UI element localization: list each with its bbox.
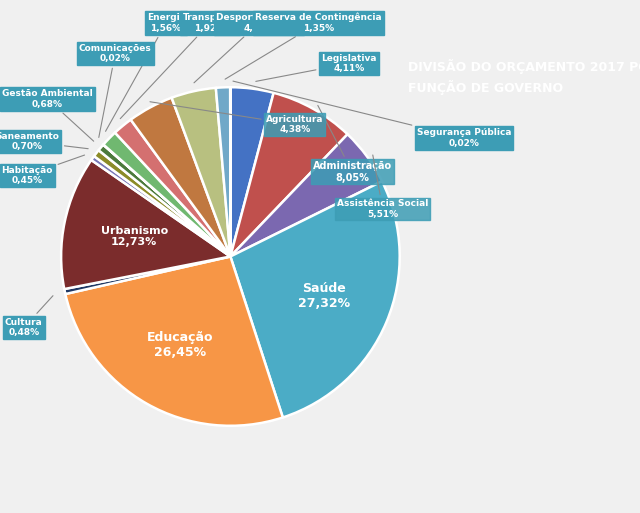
Wedge shape <box>131 98 230 256</box>
Text: Transporte
1,92%: Transporte 1,92% <box>120 13 237 119</box>
Text: Cultura
0,48%: Cultura 0,48% <box>5 295 53 338</box>
Wedge shape <box>61 160 230 289</box>
Text: Urbanismo
12,73%: Urbanismo 12,73% <box>100 226 168 247</box>
Text: Educação
26,45%: Educação 26,45% <box>147 331 214 359</box>
Text: Assistência Social
5,51%: Assistência Social 5,51% <box>337 155 428 219</box>
Wedge shape <box>172 88 230 256</box>
Text: Agricultura
4,38%: Agricultura 4,38% <box>150 102 323 134</box>
Wedge shape <box>94 150 230 256</box>
Wedge shape <box>230 87 274 256</box>
Wedge shape <box>216 87 230 256</box>
Wedge shape <box>230 134 382 256</box>
Wedge shape <box>104 133 230 256</box>
Text: Saúde
27,32%: Saúde 27,32% <box>298 282 350 310</box>
Wedge shape <box>230 181 400 418</box>
Text: Saneamento
0,70%: Saneamento 0,70% <box>0 132 88 151</box>
Wedge shape <box>103 145 230 256</box>
Wedge shape <box>65 256 283 426</box>
Wedge shape <box>92 156 230 256</box>
Text: DIVISÃO DO ORÇAMENTO 2017 POR
FUNÇÃO DE GOVERNO: DIVISÃO DO ORÇAMENTO 2017 POR FUNÇÃO DE … <box>408 60 640 95</box>
Wedge shape <box>99 145 230 256</box>
Text: Energia
1,56%: Energia 1,56% <box>106 13 186 131</box>
Text: Legislativa
4,11%: Legislativa 4,11% <box>256 54 377 82</box>
Text: Reserva de Contingência
1,35%: Reserva de Contingência 1,35% <box>225 13 381 79</box>
Text: Segurança Pública
0,02%: Segurança Pública 0,02% <box>233 81 511 148</box>
Wedge shape <box>64 256 230 294</box>
Text: Comunicações
0,02%: Comunicações 0,02% <box>79 44 152 137</box>
Wedge shape <box>230 93 348 256</box>
Wedge shape <box>115 120 230 256</box>
Text: Gestão Ambiental
0,68%: Gestão Ambiental 0,68% <box>2 89 93 141</box>
Text: Habitação
0,45%: Habitação 0,45% <box>1 155 84 185</box>
Text: Administração
8,05%: Administração 8,05% <box>313 105 392 183</box>
Text: Desporto e Lazer
4,27%: Desporto e Lazer 4,27% <box>194 13 303 83</box>
